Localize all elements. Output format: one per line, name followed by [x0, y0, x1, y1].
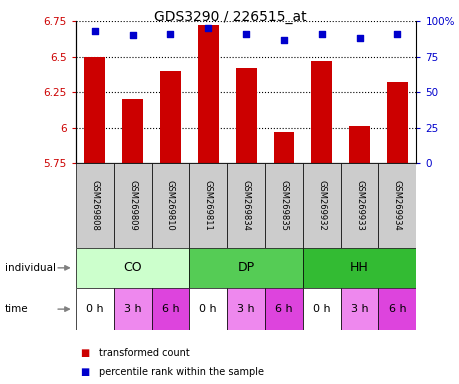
Text: CO: CO [123, 262, 142, 274]
Text: ■: ■ [80, 348, 90, 358]
Text: 3 h: 3 h [350, 304, 368, 314]
Bar [273, 132, 294, 163]
Text: GSM269811: GSM269811 [203, 180, 213, 231]
Bar [197, 25, 218, 163]
Text: GDS3290 / 226515_at: GDS3290 / 226515_at [153, 10, 306, 23]
Text: time: time [5, 304, 28, 314]
Text: GSM269810: GSM269810 [166, 180, 174, 231]
Point [91, 28, 98, 34]
Point [280, 36, 287, 43]
Bar [227, 288, 264, 330]
Bar [386, 82, 407, 163]
Bar [189, 248, 302, 288]
Bar [227, 163, 264, 248]
Text: GSM269834: GSM269834 [241, 180, 250, 231]
Bar [264, 163, 302, 248]
Bar [302, 163, 340, 248]
Text: GSM269933: GSM269933 [354, 180, 363, 231]
Text: 6 h: 6 h [161, 304, 179, 314]
Point [242, 31, 249, 37]
Text: HH: HH [349, 262, 368, 274]
Text: 0 h: 0 h [312, 304, 330, 314]
Text: 0 h: 0 h [199, 304, 217, 314]
Bar [122, 99, 143, 163]
Text: 0 h: 0 h [86, 304, 103, 314]
Text: ■: ■ [80, 367, 90, 377]
Bar [302, 288, 340, 330]
Text: GSM269808: GSM269808 [90, 180, 99, 231]
Bar [84, 57, 105, 163]
Text: percentile rank within the sample: percentile rank within the sample [99, 367, 263, 377]
Point [167, 31, 174, 37]
Bar [189, 288, 227, 330]
Bar [113, 163, 151, 248]
Bar [302, 248, 415, 288]
Text: 3 h: 3 h [123, 304, 141, 314]
Bar [113, 288, 151, 330]
Bar [235, 68, 256, 163]
Text: individual: individual [5, 263, 56, 273]
Bar [264, 288, 302, 330]
Text: GSM269934: GSM269934 [392, 180, 401, 231]
Bar [151, 163, 189, 248]
Point [393, 31, 400, 37]
Point [204, 25, 212, 31]
Text: transformed count: transformed count [99, 348, 189, 358]
Text: DP: DP [237, 262, 254, 274]
Bar [151, 288, 189, 330]
Bar [378, 163, 415, 248]
Point [317, 31, 325, 37]
Text: GSM269809: GSM269809 [128, 180, 137, 231]
Point [355, 35, 363, 41]
Bar [348, 126, 369, 163]
Text: GSM269932: GSM269932 [317, 180, 325, 231]
Bar [76, 248, 189, 288]
Bar [76, 163, 113, 248]
Bar [340, 163, 378, 248]
Text: 3 h: 3 h [237, 304, 254, 314]
Text: 6 h: 6 h [274, 304, 292, 314]
Point [129, 32, 136, 38]
Text: 6 h: 6 h [388, 304, 405, 314]
Bar [311, 61, 331, 163]
Bar [189, 163, 227, 248]
Bar [378, 288, 415, 330]
Bar [160, 71, 180, 163]
Text: GSM269835: GSM269835 [279, 180, 288, 231]
Bar [340, 288, 378, 330]
Bar [76, 288, 113, 330]
